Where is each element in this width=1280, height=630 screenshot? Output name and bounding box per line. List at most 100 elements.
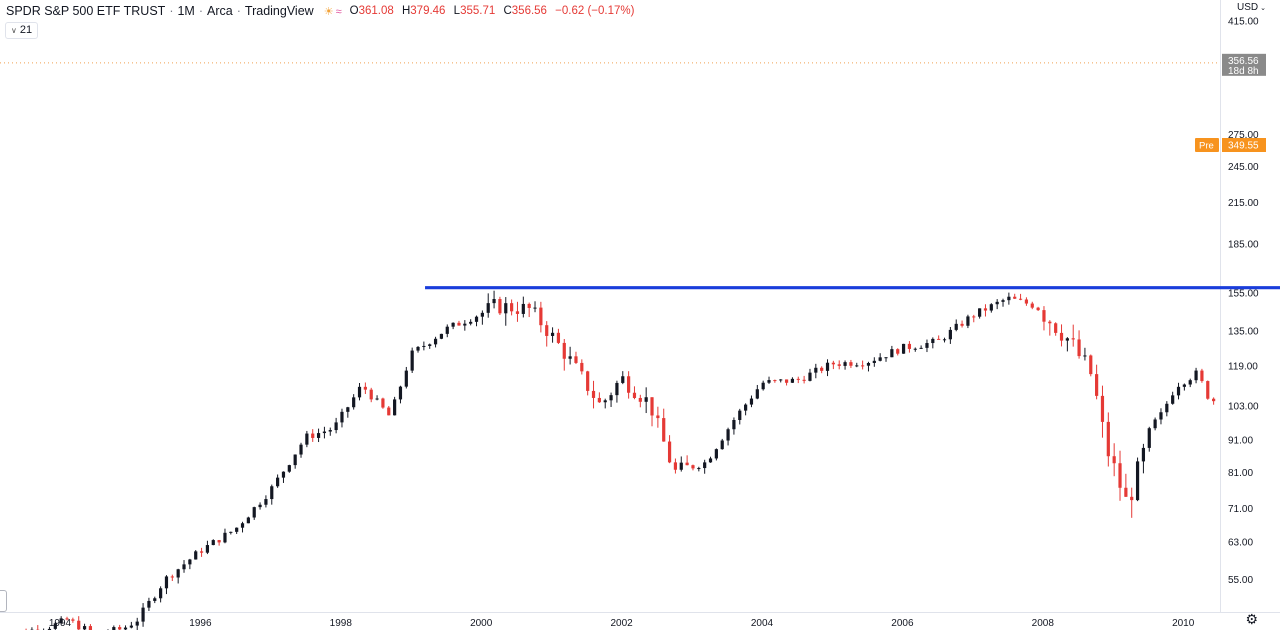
candle-body xyxy=(744,404,748,411)
candle-body xyxy=(235,527,239,532)
high-value: 379.46 xyxy=(410,5,446,17)
candle-body xyxy=(843,362,847,366)
candle-body xyxy=(960,323,964,326)
indicator-badge[interactable]: ∨ 21 xyxy=(5,22,39,39)
y-tick-label: 135.00 xyxy=(1228,327,1259,338)
candle-body xyxy=(176,569,180,578)
candle-body xyxy=(591,390,596,398)
candle-body xyxy=(527,303,531,308)
symbol-name[interactable]: SPDR S&P 500 ETF TRUST xyxy=(6,4,166,18)
candle-body xyxy=(989,304,993,311)
indicator-count: 21 xyxy=(19,24,33,36)
candle-body xyxy=(293,454,297,466)
open-label: O xyxy=(349,5,359,17)
candle-body xyxy=(474,316,479,322)
price-tags: 356.56 18d 8h Pre 349.55 xyxy=(1195,53,1266,152)
gear-icon[interactable]: ⚙ xyxy=(1245,611,1258,627)
candle-body xyxy=(340,411,344,423)
candle-body xyxy=(907,343,912,349)
currency-selector[interactable]: USD ⌄ xyxy=(1237,2,1266,13)
candle-body xyxy=(568,356,572,359)
candle-body xyxy=(755,389,759,399)
candle-body xyxy=(281,471,286,478)
candle-body xyxy=(71,619,75,621)
candle-body xyxy=(299,444,303,455)
candle-body xyxy=(363,386,367,390)
candle-body xyxy=(1100,395,1105,422)
candle-body xyxy=(720,440,724,450)
candle-body xyxy=(1007,296,1011,301)
candle-body xyxy=(667,441,672,463)
x-tick-label: 2000 xyxy=(470,618,493,629)
candle-body xyxy=(141,607,145,622)
candle-body xyxy=(305,433,309,445)
candle-body xyxy=(59,618,63,624)
candle-body xyxy=(726,429,730,441)
candles xyxy=(25,290,1216,630)
candle-body xyxy=(983,308,988,311)
change-value: −0.62 (−0.17%) xyxy=(555,5,635,17)
y-tick-label: 81.00 xyxy=(1228,468,1253,479)
candle-body xyxy=(258,504,262,508)
candle-body xyxy=(703,462,707,469)
candle-body xyxy=(276,477,280,487)
candle-body xyxy=(978,308,982,317)
candle-body xyxy=(1182,384,1186,387)
sun-icon: ☀ xyxy=(323,5,334,18)
candle-body xyxy=(498,299,502,314)
candle-body xyxy=(796,378,800,380)
pre-market-price-tag xyxy=(1222,138,1266,152)
candle-body xyxy=(861,365,865,367)
candle-body xyxy=(118,627,122,630)
candle-body xyxy=(913,348,917,350)
candle-body xyxy=(662,418,666,442)
candle-body xyxy=(1194,370,1198,381)
candle-body xyxy=(896,349,900,354)
interval[interactable]: 1M xyxy=(177,4,195,18)
candle-body xyxy=(779,379,783,381)
candle-body xyxy=(1036,307,1040,311)
scroll-handle[interactable] xyxy=(0,590,7,612)
candle-body xyxy=(685,462,689,466)
candle-body xyxy=(252,507,256,518)
candle-body xyxy=(433,338,438,345)
candle-body xyxy=(123,627,128,630)
candle-body xyxy=(88,626,93,630)
candle-body xyxy=(387,407,391,416)
low-label: L xyxy=(453,5,461,17)
candle-body xyxy=(849,362,853,366)
candle-body xyxy=(732,419,736,430)
candle-body xyxy=(831,362,835,365)
candle-body xyxy=(352,397,356,408)
y-tick-label: 245.00 xyxy=(1228,162,1259,173)
candle-body xyxy=(1159,412,1163,420)
candle-body xyxy=(334,422,338,431)
candle-body xyxy=(586,371,590,391)
candle-body xyxy=(872,360,876,363)
y-tick-label: 71.00 xyxy=(1228,504,1253,515)
candle-body xyxy=(855,365,859,367)
market-status-icons[interactable]: ☀ ≈ xyxy=(324,5,342,18)
candle-body xyxy=(240,523,245,528)
candle-body xyxy=(469,321,473,324)
candle-body xyxy=(182,564,186,570)
candle-body xyxy=(480,312,484,317)
candle-body xyxy=(112,627,116,630)
candle-body xyxy=(837,364,841,366)
candle-body xyxy=(603,400,607,403)
candle-body xyxy=(550,332,555,336)
candle-body xyxy=(948,329,952,340)
candle-body xyxy=(820,367,824,371)
candle-body xyxy=(147,600,151,608)
candle-body xyxy=(1165,403,1169,413)
candle-body xyxy=(767,380,771,383)
x-tick-label: 2008 xyxy=(1032,618,1055,629)
candle-body xyxy=(878,357,882,361)
candle-body xyxy=(574,356,578,363)
candle-body xyxy=(556,332,561,343)
candle-body xyxy=(638,397,642,402)
candle-body xyxy=(229,531,233,533)
candle-body xyxy=(1206,381,1210,399)
candle-body xyxy=(697,468,701,470)
